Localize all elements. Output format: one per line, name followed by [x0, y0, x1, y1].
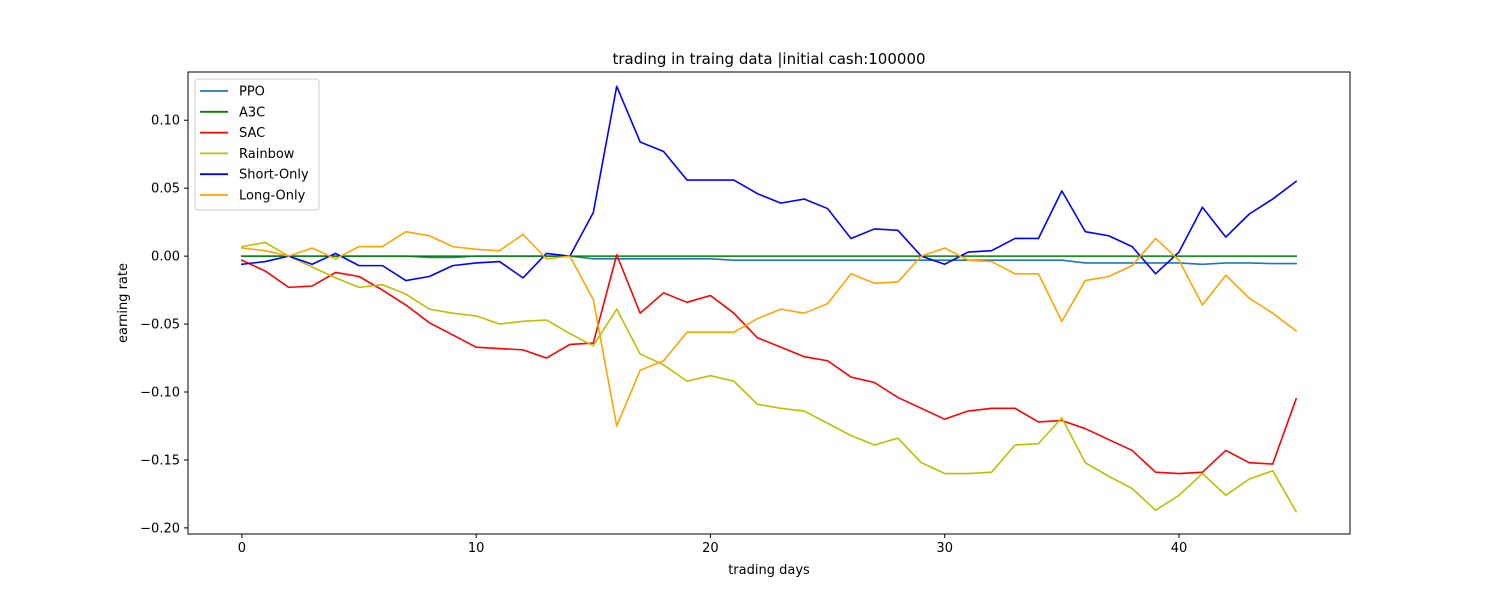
legend-label-short-only: Short-Only: [239, 168, 309, 183]
series-line-rainbow: [240, 241, 1298, 513]
legend-label-a3c: A3C: [239, 105, 265, 120]
chart-title: trading in traing data |initial cash:100…: [612, 50, 925, 68]
x-tick-label: 20: [702, 541, 719, 556]
series-layer: [240, 85, 1298, 513]
y-tick-label: 0.00: [151, 250, 180, 265]
x-axis-ticks: 0 10 20 30 40: [238, 534, 1188, 556]
x-tick-label: 30: [936, 541, 953, 556]
y-tick-label: 0.10: [151, 114, 180, 129]
y-tick-label: −0.20: [140, 521, 180, 536]
x-tick-label: 10: [468, 541, 485, 556]
y-axis-ticks: −0.20 −0.15 −0.10 −0.05 0.00 0.05 0.10: [140, 114, 188, 536]
legend: PPO A3C SAC Rainbow Short-Only Long-Only: [194, 78, 320, 211]
x-tick-label: 0: [238, 541, 246, 556]
y-tick-label: −0.10: [140, 386, 180, 401]
y-tick-label: −0.05: [140, 318, 180, 333]
legend-label-sac: SAC: [239, 126, 265, 141]
series-line-short-only: [240, 85, 1298, 282]
x-axis-label: trading days: [728, 563, 810, 578]
plot-frame: [187, 71, 1351, 535]
legend-label-rainbow: Rainbow: [239, 147, 295, 162]
x-tick-label: 40: [1171, 541, 1188, 556]
legend-label-long-only: Long-Only: [239, 189, 306, 204]
y-tick-label: 0.05: [151, 182, 180, 197]
y-axis-label: earning rate: [116, 263, 131, 343]
series-line-long-only: [240, 230, 1298, 427]
series-line-sac: [240, 253, 1298, 475]
legend-label-ppo: PPO: [239, 85, 265, 100]
y-tick-label: −0.15: [140, 453, 180, 468]
